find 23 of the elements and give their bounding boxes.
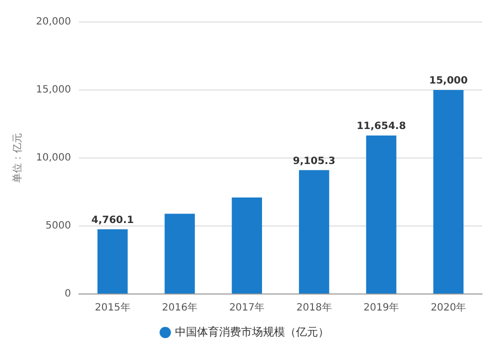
y-tick-label: 20,000 [36, 16, 71, 28]
bar [433, 90, 464, 294]
bar [366, 135, 396, 294]
x-tick-label: 2015年 [94, 302, 130, 314]
x-tick-label: 2018年 [296, 302, 332, 314]
data-label: 4,760.1 [91, 214, 134, 226]
data-label: 15,000 [429, 76, 468, 87]
y-tick-label: 15,000 [36, 84, 71, 96]
data-label: 9,105.3 [292, 156, 336, 167]
x-tick-label: 2016年 [162, 302, 198, 314]
y-axis-title: 单位：亿元 [12, 133, 24, 183]
x-tick-label: 2020年 [430, 302, 466, 314]
y-tick-label: 5000 [46, 220, 71, 232]
bar [232, 197, 262, 294]
y-tick-label: 10,000 [36, 152, 71, 164]
bar [164, 214, 195, 294]
bar [97, 229, 128, 294]
legend-label: 中国体育消费市场规模（亿元） [174, 325, 329, 338]
y-tick-label: 0 [64, 288, 71, 300]
x-tick-label: 2017年 [229, 302, 265, 314]
x-tick-label: 2019年 [364, 302, 399, 314]
data-label: 11,654.8 [356, 121, 406, 132]
bar [298, 170, 330, 294]
